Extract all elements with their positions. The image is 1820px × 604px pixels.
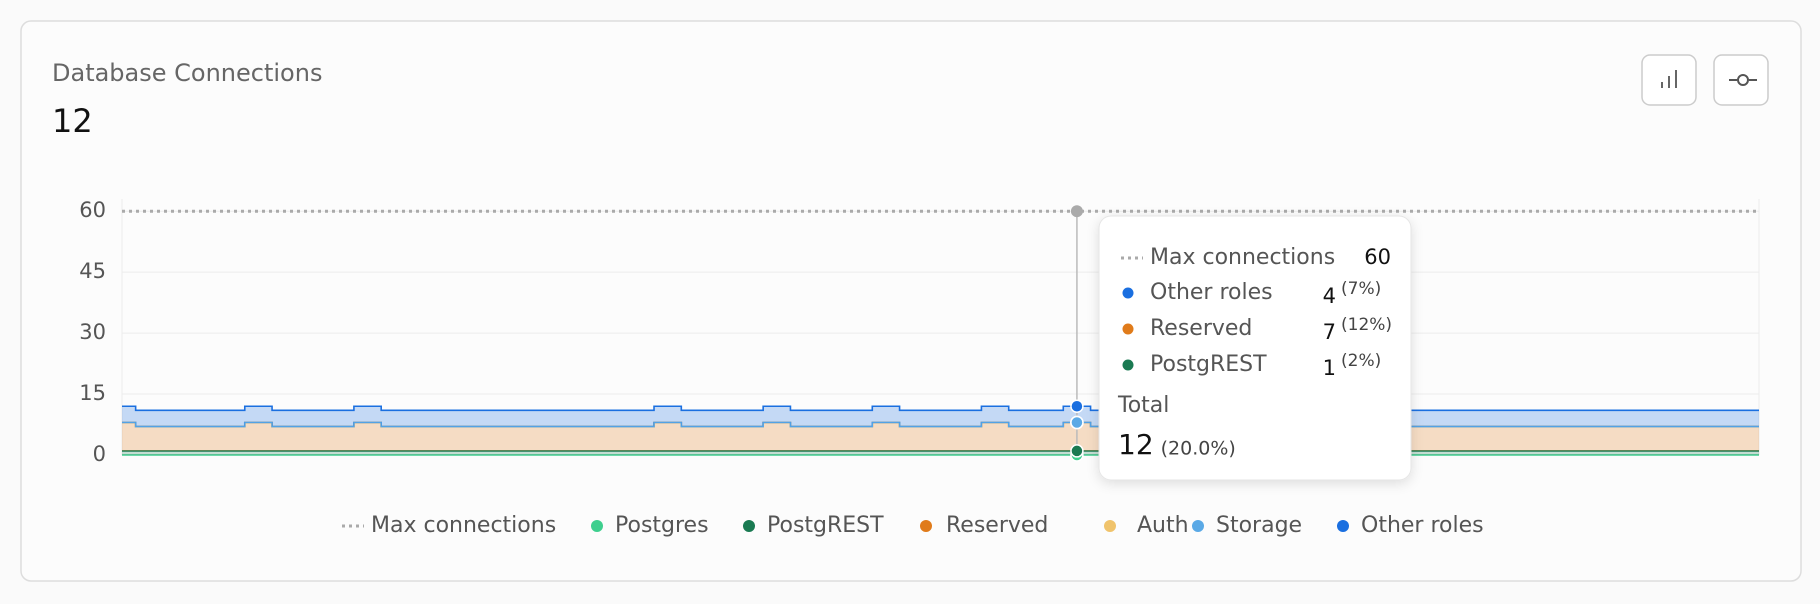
y-tick-label: 45: [79, 259, 106, 283]
legend-dot: [591, 520, 603, 532]
button-frame[interactable]: [1713, 54, 1769, 106]
legend-label: PostgREST: [767, 513, 884, 538]
bar-chart-button[interactable]: [1641, 54, 1697, 106]
tooltip-box: [1098, 215, 1412, 481]
legend: Max connections Postgres PostgREST Reserved…: [342, 513, 1484, 538]
hover-dot: [1070, 444, 1084, 458]
y-tick-label: 30: [79, 320, 106, 344]
tooltip-name: Max connections: [1150, 245, 1335, 270]
legend-label: Postgres: [615, 513, 709, 538]
line-chart-button[interactable]: [1713, 54, 1769, 106]
tooltip-name: PostgREST: [1150, 352, 1267, 377]
tooltip-percent: (12%): [1341, 315, 1392, 335]
hover-dot: [1070, 399, 1084, 413]
tooltip-total-label: Total: [1117, 393, 1169, 418]
tooltip-name: Reserved: [1150, 316, 1252, 341]
tooltip-percent: (7%): [1341, 279, 1381, 299]
legend-dot: [1192, 520, 1204, 532]
point-icon: [1737, 74, 1749, 86]
tooltip-total: 12: [1118, 428, 1154, 461]
area-line: [122, 421, 1759, 428]
tooltip-value: 60: [1364, 245, 1391, 269]
tooltip-value: 1: [1323, 356, 1336, 380]
tooltip-dot: [1122, 323, 1134, 335]
y-tick-label: 60: [79, 198, 106, 222]
chart-title: Database Connections: [52, 59, 322, 87]
legend-label: Storage: [1216, 513, 1302, 538]
hover-dot: [1070, 205, 1083, 218]
tooltip-dot: [1122, 359, 1134, 371]
tooltip-value: 4: [1323, 284, 1336, 308]
legend-label: Reserved: [946, 513, 1048, 538]
legend-label: Auth: [1137, 513, 1189, 538]
tooltip-dot: [1122, 287, 1134, 299]
hover-dot: [1070, 415, 1084, 430]
tooltip-value: 7: [1323, 320, 1336, 344]
current-value: 12: [52, 102, 93, 140]
legend-label: Other roles: [1361, 513, 1484, 538]
legend-dot: [1104, 520, 1116, 532]
tooltip-name: Other roles: [1150, 280, 1273, 305]
tooltip-percent: (2%): [1341, 351, 1381, 371]
legend-dot: [743, 520, 755, 532]
area-line: [122, 405, 1759, 412]
tooltip-total-percent: (20.0%): [1161, 438, 1236, 460]
legend-label: Max connections: [371, 513, 556, 538]
bar-icon: [1661, 70, 1677, 88]
tooltip: Max connections 60 Other roles 4 (7%) Reserve…: [1098, 215, 1412, 481]
y-tick-label: 0: [93, 442, 106, 466]
y-tick-label: 15: [79, 381, 106, 405]
legend-dot: [920, 520, 932, 532]
card: [20, 20, 1802, 582]
legend-dot: [1337, 520, 1349, 532]
